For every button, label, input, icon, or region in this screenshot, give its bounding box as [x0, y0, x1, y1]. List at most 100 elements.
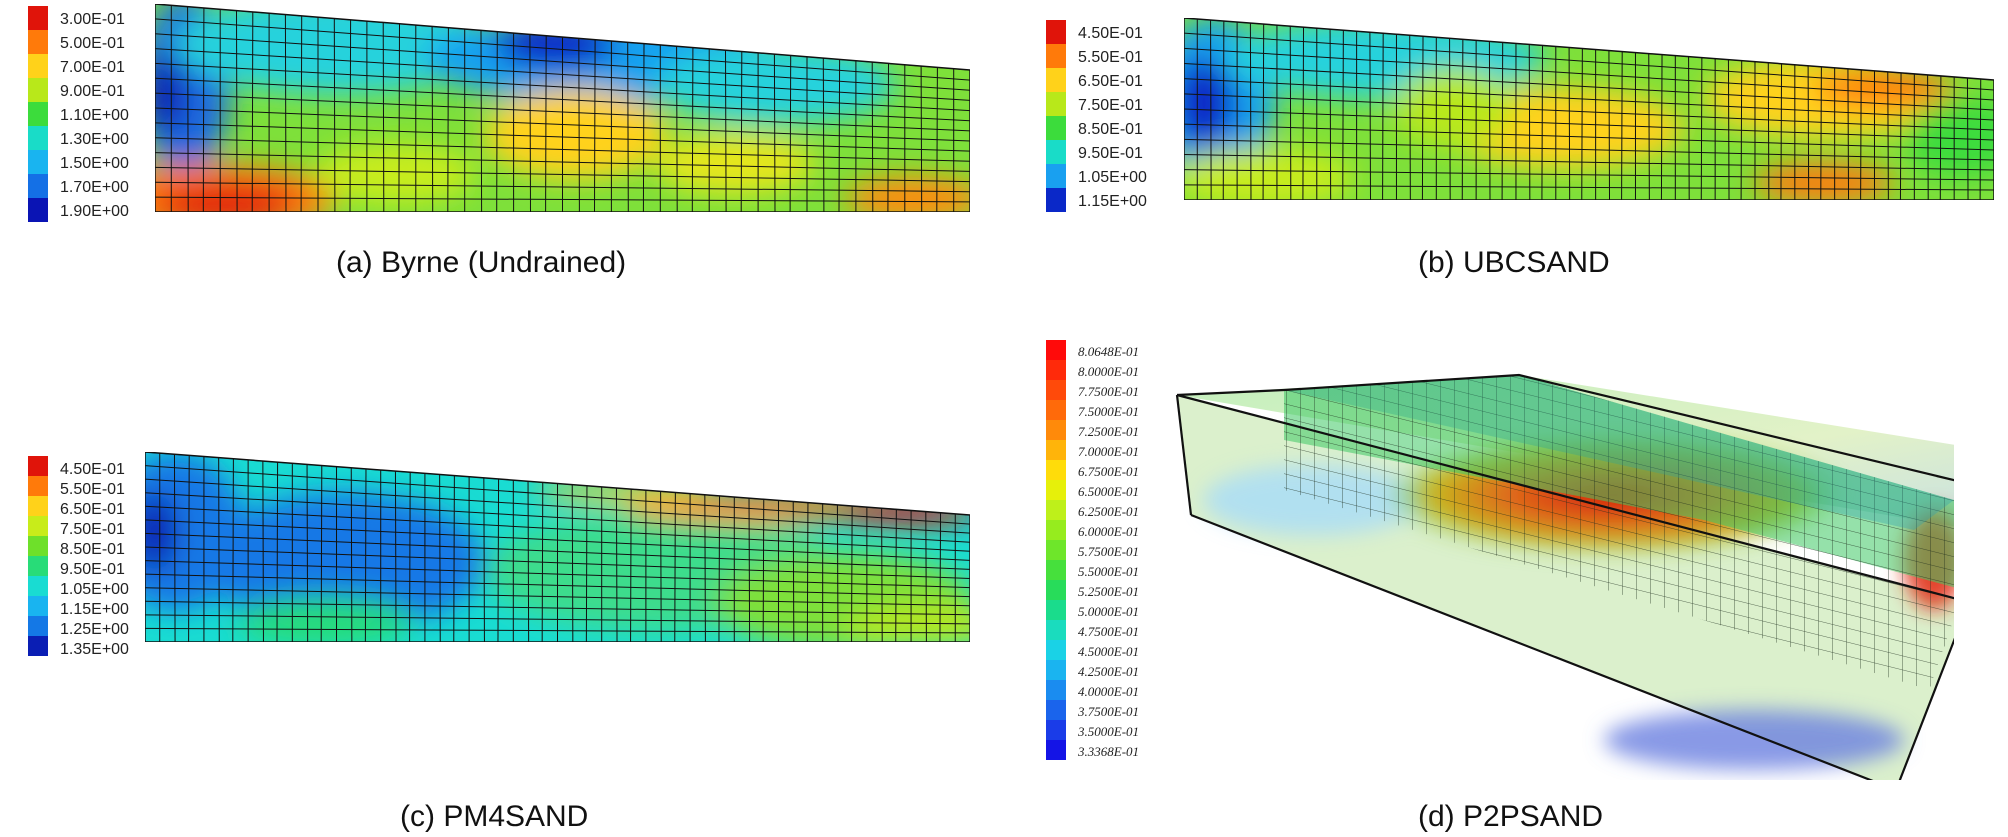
legend-swatch	[28, 596, 48, 616]
contour-region	[235, 597, 415, 642]
mesh-b	[1184, 18, 1994, 200]
contour-region	[1814, 70, 1954, 106]
legend-label: 3.5000E-01	[1078, 724, 1140, 739]
legend-swatch	[28, 198, 48, 222]
legend-label: 7.2500E-01	[1078, 424, 1140, 439]
legend-label: 5.0000E-01	[1078, 604, 1140, 619]
legend-swatch	[1046, 360, 1066, 380]
legend-swatch	[28, 556, 48, 576]
legend-label: 1.70E+00	[60, 179, 129, 196]
legend-swatch	[1046, 720, 1066, 740]
legend-label: 8.50E-01	[60, 541, 125, 558]
legend-swatch	[1046, 660, 1066, 680]
legend-label: 4.7500E-01	[1078, 624, 1140, 639]
legend-label: 7.50E-01	[1078, 97, 1143, 114]
legend-swatch	[1046, 520, 1066, 540]
legend-swatch	[28, 496, 48, 516]
contour-region	[835, 500, 970, 524]
legend-label: 3.7500E-01	[1078, 704, 1140, 719]
box-edges	[1175, 373, 1954, 780]
legend-label: 3.00E-01	[60, 11, 125, 28]
legend-swatch	[1046, 420, 1066, 440]
panel-a: 3.00E-01 5.00E-01 7.00E-01 9.00E-01 1.10E+00…	[0, 0, 1004, 300]
legend-swatch	[1046, 380, 1066, 400]
legend-label: 1.05E+00	[1078, 169, 1147, 186]
legend-swatch	[28, 150, 48, 174]
legend-label: 5.00E-01	[60, 35, 125, 52]
legend-label: 6.50E-01	[60, 501, 125, 518]
caption-b: (b) UBCSAND	[1418, 246, 1610, 279]
legend-swatch	[28, 456, 48, 476]
legend-swatch	[28, 126, 48, 150]
legend-swatch	[28, 576, 48, 596]
legend-label: 6.0000E-01	[1078, 524, 1140, 539]
finite-element-mesh	[145, 452, 970, 642]
legend-label: 4.50E-01	[1078, 25, 1143, 42]
legend-label: 9.00E-01	[60, 83, 125, 100]
panel-b: 4.50E-01 5.50E-01 6.50E-01 7.50E-01 8.50E-01…	[1004, 0, 2008, 300]
legend-label: 5.2500E-01	[1078, 584, 1140, 599]
legend-label: 5.50E-01	[1078, 49, 1143, 66]
legend-swatch	[1046, 340, 1066, 360]
legend-label: 1.05E+00	[60, 581, 129, 598]
contour-region	[1184, 148, 1354, 200]
contour-region	[205, 492, 485, 632]
contour-region	[535, 482, 715, 502]
stress-region	[1604, 710, 1904, 770]
legend-swatch	[1046, 480, 1066, 500]
legend-label: 7.5000E-01	[1078, 404, 1140, 419]
legend-swatch	[1046, 600, 1066, 620]
panel-c: 4.50E-01 5.50E-01 6.50E-01 7.50E-01 8.50E-01…	[0, 300, 1004, 837]
legend-swatch	[28, 516, 48, 536]
legend-label: 3.3368E-01	[1078, 744, 1140, 759]
legend-label: 1.25E+00	[60, 621, 129, 638]
contour-region	[845, 177, 970, 212]
legend-label: 8.0000E-01	[1078, 364, 1140, 379]
legend-label: 5.50E-01	[60, 481, 125, 498]
legend-label: 7.0000E-01	[1078, 444, 1140, 459]
caption-c: (c) PM4SAND	[400, 800, 589, 833]
finite-element-mesh	[155, 4, 970, 212]
contour-region	[485, 89, 665, 179]
legend-label: 6.50E-01	[1078, 73, 1143, 90]
legend-swatch	[1046, 580, 1066, 600]
legend-label: 1.15E+00	[60, 601, 129, 618]
legend-swatch	[28, 54, 48, 78]
legend-swatch	[1046, 400, 1066, 420]
legend-label: 7.00E-01	[60, 59, 125, 76]
contour-region	[845, 607, 970, 642]
legend-label: 1.35E+00	[60, 641, 129, 658]
legend-swatch	[1046, 116, 1066, 140]
box-top-face	[1284, 375, 1954, 530]
legend-swatch	[1046, 620, 1066, 640]
contour-plot-a	[155, 4, 970, 212]
contour-region	[1394, 68, 1514, 148]
legend-swatch	[1046, 500, 1066, 520]
legend-swatch	[28, 476, 48, 496]
legend-swatch	[28, 536, 48, 556]
legend-label: 7.7500E-01	[1078, 384, 1140, 399]
contour-region	[155, 184, 295, 212]
finite-element-mesh	[1184, 18, 1994, 200]
legend-swatch	[28, 174, 48, 198]
contour-region	[315, 144, 475, 204]
legend-swatch	[1046, 700, 1066, 720]
legend-swatch	[1046, 460, 1066, 480]
legend-swatch	[28, 102, 48, 126]
legend-swatch	[28, 30, 48, 54]
contour-region	[1754, 163, 1894, 200]
legend-swatch	[1046, 680, 1066, 700]
mesh-outline	[155, 4, 970, 212]
legend-swatch	[1046, 92, 1066, 116]
legend-label: 5.5000E-01	[1078, 564, 1140, 579]
contour-region	[145, 492, 177, 572]
legend-swatch	[1046, 20, 1066, 44]
legend-label: 5.7500E-01	[1078, 544, 1140, 559]
legend-label: 4.0000E-01	[1078, 684, 1140, 699]
legend-label: 8.50E-01	[1078, 121, 1143, 138]
legend-swatch	[28, 6, 48, 30]
legend-label: 1.15E+00	[1078, 193, 1147, 210]
legend-swatch	[28, 78, 48, 102]
legend-label: 6.7500E-01	[1078, 464, 1140, 479]
legend-label: 9.50E-01	[60, 561, 125, 578]
